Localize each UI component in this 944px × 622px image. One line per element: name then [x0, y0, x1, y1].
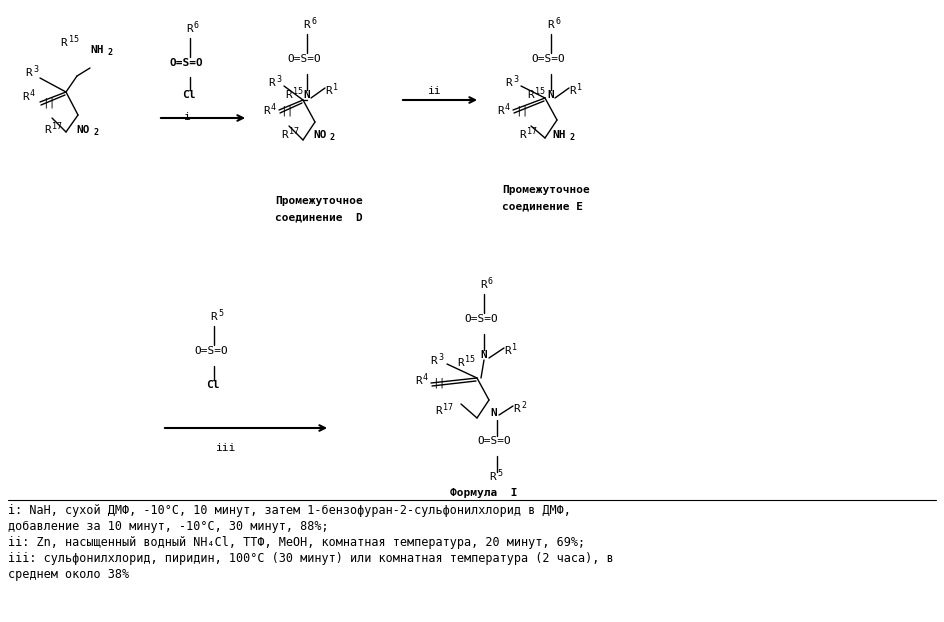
Text: R: R — [497, 106, 504, 116]
Text: R: R — [513, 404, 520, 414]
Text: R: R — [527, 90, 533, 100]
Text: 4: 4 — [423, 373, 428, 382]
Text: O=S=O: O=S=O — [287, 54, 321, 64]
Text: 6: 6 — [311, 17, 316, 26]
Text: ||: || — [432, 378, 446, 389]
Text: 2: 2 — [108, 48, 113, 57]
Text: R: R — [435, 406, 442, 416]
Text: 6: 6 — [488, 277, 493, 286]
Text: R: R — [285, 90, 292, 100]
Text: ||: || — [42, 98, 56, 108]
Text: 1: 1 — [512, 343, 517, 352]
Text: 3: 3 — [33, 65, 38, 74]
Text: 3: 3 — [438, 353, 443, 362]
Text: 6: 6 — [555, 17, 560, 26]
Text: O=S=O: O=S=O — [477, 436, 511, 446]
Text: 15: 15 — [293, 87, 303, 96]
Text: 3: 3 — [276, 75, 281, 84]
Text: 2: 2 — [521, 401, 526, 410]
Text: 15: 15 — [535, 87, 545, 96]
Text: 5: 5 — [218, 309, 223, 318]
Text: i: NaH, сухой ДМФ, -10°C, 10 минут, затем 1-бензофуран-2-сульфонилхлорид в ДМФ,: i: NaH, сухой ДМФ, -10°C, 10 минут, зате… — [8, 504, 571, 517]
Text: Формула  I: Формула I — [450, 488, 517, 498]
Text: 4: 4 — [30, 89, 35, 98]
Text: NH: NH — [90, 45, 104, 55]
Text: O=S=O: O=S=O — [531, 54, 565, 64]
Text: NO: NO — [313, 130, 327, 140]
Text: R: R — [504, 346, 511, 356]
Text: NO: NO — [76, 125, 90, 135]
Text: R: R — [519, 130, 526, 140]
Text: R: R — [60, 38, 67, 48]
Text: Cl: Cl — [206, 380, 220, 390]
Text: ||: || — [515, 106, 529, 116]
Text: R: R — [457, 358, 464, 368]
Text: O=S=O: O=S=O — [464, 314, 497, 324]
Text: 2: 2 — [569, 133, 574, 142]
Text: NH: NH — [552, 130, 565, 140]
Text: R: R — [569, 86, 576, 96]
Text: R: R — [263, 106, 270, 116]
Text: N: N — [480, 350, 487, 360]
Text: R: R — [480, 280, 487, 290]
Text: R: R — [186, 24, 193, 34]
Text: N: N — [547, 90, 554, 100]
Text: среднем около 38%: среднем около 38% — [8, 568, 129, 581]
Text: R: R — [22, 92, 28, 102]
Text: ii: ii — [428, 86, 442, 96]
Text: добавление за 10 минут, -10°C, 30 минут, 88%;: добавление за 10 минут, -10°C, 30 минут,… — [8, 520, 329, 533]
Text: O=S=O: O=S=O — [194, 346, 228, 356]
Text: 4: 4 — [505, 103, 510, 112]
Text: R: R — [430, 356, 437, 366]
Text: 1: 1 — [577, 83, 582, 92]
Text: iii: iii — [216, 443, 236, 453]
Text: 5: 5 — [497, 469, 502, 478]
Text: 17: 17 — [527, 127, 537, 136]
Text: Промежуточное: Промежуточное — [275, 196, 362, 206]
Text: i: i — [184, 112, 191, 122]
Text: R: R — [44, 125, 51, 135]
Text: R: R — [210, 312, 217, 322]
Text: N: N — [303, 90, 310, 100]
Text: O=S=O: O=S=O — [170, 58, 204, 68]
Text: Промежуточное: Промежуточное — [502, 185, 590, 195]
Text: ||: || — [280, 106, 294, 116]
Text: 17: 17 — [443, 403, 453, 412]
Text: R: R — [325, 86, 331, 96]
Text: 6: 6 — [194, 21, 199, 30]
Text: 17: 17 — [289, 127, 299, 136]
Text: 15: 15 — [69, 35, 79, 44]
Text: R: R — [505, 78, 512, 88]
Text: R: R — [281, 130, 288, 140]
Text: iii: сульфонилхлорид, пиридин, 100°C (30 минут) или комнатная температура (2 час: iii: сульфонилхлорид, пиридин, 100°C (30… — [8, 552, 614, 565]
Text: 3: 3 — [513, 75, 518, 84]
Text: соединение Е: соединение Е — [502, 201, 583, 211]
Text: соединение  D: соединение D — [275, 212, 362, 222]
Text: R: R — [268, 78, 275, 88]
Text: 2: 2 — [330, 133, 335, 142]
Text: R: R — [547, 20, 554, 30]
Text: 17: 17 — [52, 122, 62, 131]
Text: 15: 15 — [465, 355, 475, 364]
Text: R: R — [489, 472, 496, 482]
Text: N: N — [490, 408, 497, 418]
Text: 2: 2 — [94, 128, 99, 137]
Text: Cl: Cl — [182, 90, 195, 100]
Text: R: R — [303, 20, 310, 30]
Text: R: R — [415, 376, 422, 386]
Text: 4: 4 — [271, 103, 276, 112]
Text: R: R — [25, 68, 32, 78]
Text: ii: Zn, насыщенный водный NH₄Cl, ТТФ, МеОН, комнатная температура, 20 минут, 69%: ii: Zn, насыщенный водный NH₄Cl, ТТФ, Ме… — [8, 536, 585, 549]
Text: 1: 1 — [333, 83, 338, 92]
